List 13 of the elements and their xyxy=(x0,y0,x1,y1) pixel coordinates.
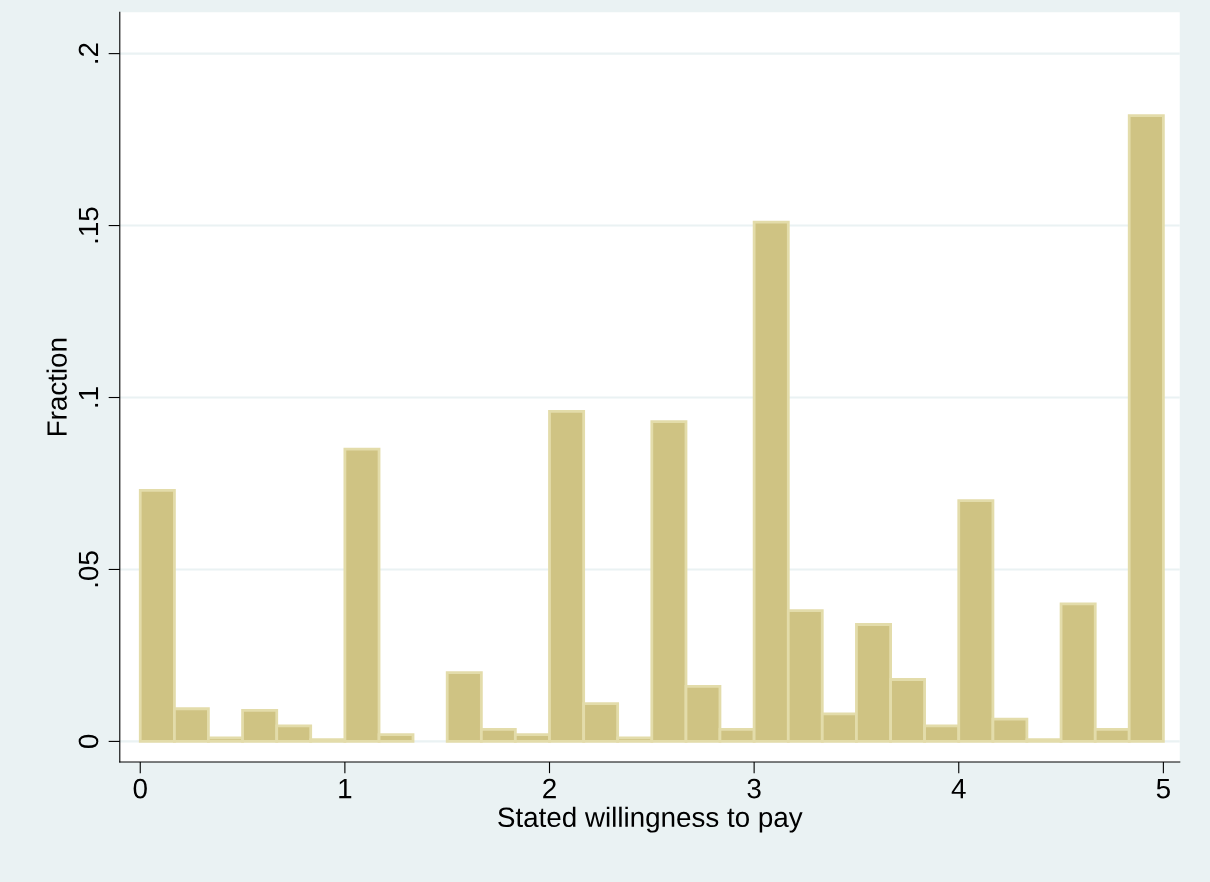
y-tick-label: .1 xyxy=(78,387,99,407)
x-tick-label: 5 xyxy=(1156,779,1170,799)
x-tick-label: 0 xyxy=(133,778,147,799)
y-tick-label: .15 xyxy=(78,207,99,243)
y-tick-label: .2 xyxy=(78,43,99,63)
y-axis-title: Fraction xyxy=(46,338,67,436)
y-tick-label: .05 xyxy=(78,551,99,587)
x-tick-label: 2 xyxy=(543,778,556,799)
x-axis-title: Stated willingness to pay xyxy=(498,806,803,833)
y-tick-label: 0 xyxy=(78,734,99,749)
x-tick-label: 3 xyxy=(747,778,761,799)
x-tick-label: 1 xyxy=(339,779,352,799)
x-tick-label: 4 xyxy=(951,779,966,799)
